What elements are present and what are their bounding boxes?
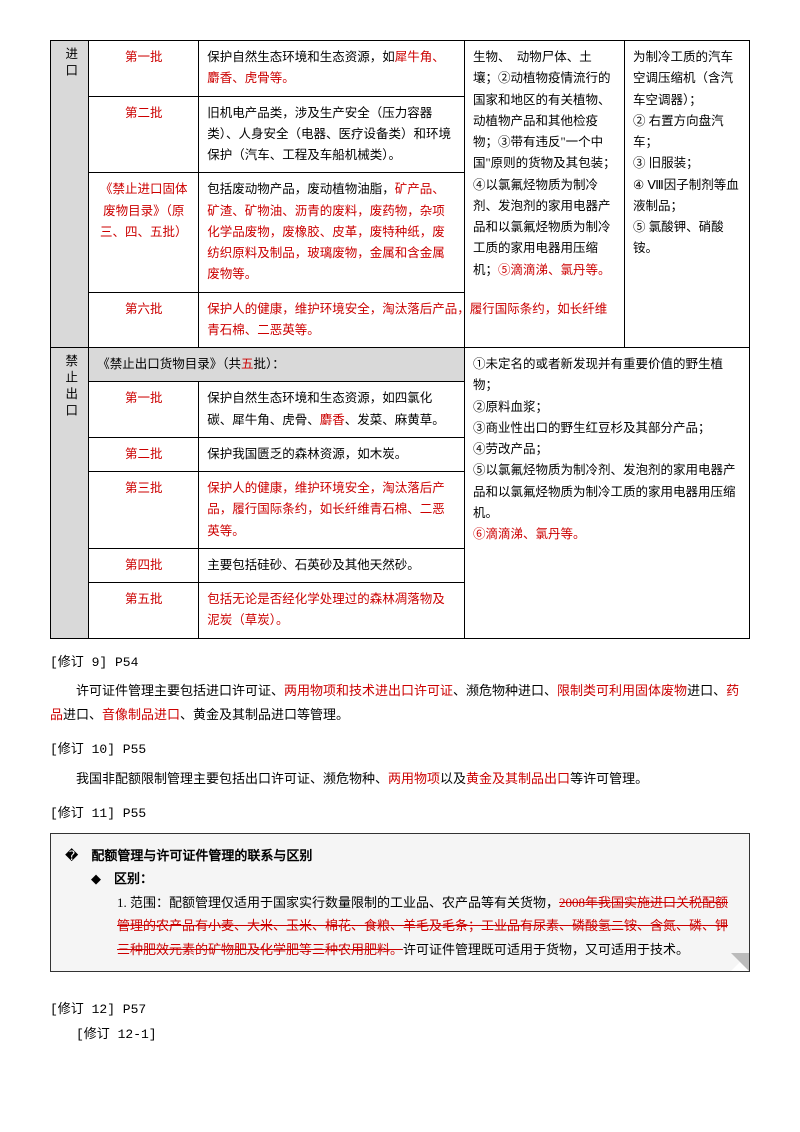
rev12-sub: [修订 12-1]	[76, 1025, 750, 1046]
batch-6-desc: 保护人的健康，维护环境安全，淘汰落后产品，履行国际条约，如长纤维青石棉、二恶英等…	[199, 292, 625, 348]
ex-batch-1: 第一批	[89, 382, 199, 438]
box-item1: 1. 范围：配额管理仅适用于国家实行数量限制的工业品、农产品等有关货物，2008…	[65, 891, 735, 961]
ex-batch-5: 第五批	[89, 583, 199, 639]
ex-batch-4: 第四批	[89, 548, 199, 582]
regulation-table: 进口 第一批 保护自然生态环境和生态资源，如犀牛角、麝香、虎骨等。 生物、 动物…	[50, 40, 750, 639]
rev11-title: [修订 11] P55	[50, 804, 750, 825]
box-title: � 配额管理与许可证件管理的联系与区别	[65, 844, 735, 867]
export-label: 禁止出口	[51, 348, 89, 639]
batch-1: 第一批	[89, 41, 199, 97]
ex-batch-2: 第二批	[89, 437, 199, 471]
rev9-title: [修订 9] P54	[50, 653, 750, 674]
batch-345: 《禁止进口固体废物目录》（原三、四、五批）	[89, 173, 199, 292]
ex-batch-3: 第三批	[89, 472, 199, 549]
ex-batch-5-desc: 包括无论是否经化学处理过的森林凋落物及泥炭（草炭）。	[199, 583, 465, 639]
box-sub: ◆ 区别：	[65, 867, 735, 890]
page-curl-icon	[731, 953, 749, 971]
rev9-para: 许可证件管理主要包括进口许可证、两用物项和技术进出口许可证、濒危物种进口、限制类…	[50, 679, 750, 726]
batch-6: 第六批	[89, 292, 199, 348]
rev10-title: [修订 10] P55	[50, 740, 750, 761]
batch-2-desc: 旧机电产品类，涉及生产安全（压力容器类）、人身安全（电器、医疗设备类）和环境保护…	[199, 96, 465, 173]
batch-2: 第二批	[89, 96, 199, 173]
import-far-right: 为制冷工质的汽车空调压缩机（含汽车空调器）； ② 右置方向盘汽车； ③ 旧服装；…	[625, 41, 750, 348]
rev12-title: [修订 12] P57	[50, 1000, 750, 1021]
ex-batch-3-desc: 保护人的健康，维护环境安全，淘汰落后产品，履行国际条约，如长纤维青石棉、二恶英等…	[199, 472, 465, 549]
rev10-para: 我国非配额限制管理主要包括出口许可证、濒危物种、两用物项以及黄金及其制品出口等许…	[50, 767, 750, 790]
ex-batch-2-desc: 保护我国匮乏的森林资源，如木炭。	[199, 437, 465, 471]
batch-345-desc: 包括废动物产品，废动植物油脂，矿产品、矿渣、矿物油、沥青的废料，废药物，杂项化学…	[199, 173, 465, 292]
export-header: 《禁止出口货物目录》（共五批）：	[89, 348, 465, 382]
ex-batch-1-desc: 保护自然生态环境和生态资源，如四氯化碳、犀牛角、虎骨、麝香、发菜、麻黄草。	[199, 382, 465, 438]
batch-1-desc: 保护自然生态环境和生态资源，如犀牛角、麝香、虎骨等。	[199, 41, 465, 97]
export-right-col: ①未定名的或者新发现并有重要价值的野生植物； ②原料血浆； ③商业性出口的野生红…	[465, 348, 750, 639]
rev11-box: � 配额管理与许可证件管理的联系与区别 ◆ 区别： 1. 范围：配额管理仅适用于…	[50, 833, 750, 972]
ex-batch-4-desc: 主要包括硅砂、石英砂及其他天然砂。	[199, 548, 465, 582]
import-label: 进口	[51, 41, 89, 348]
